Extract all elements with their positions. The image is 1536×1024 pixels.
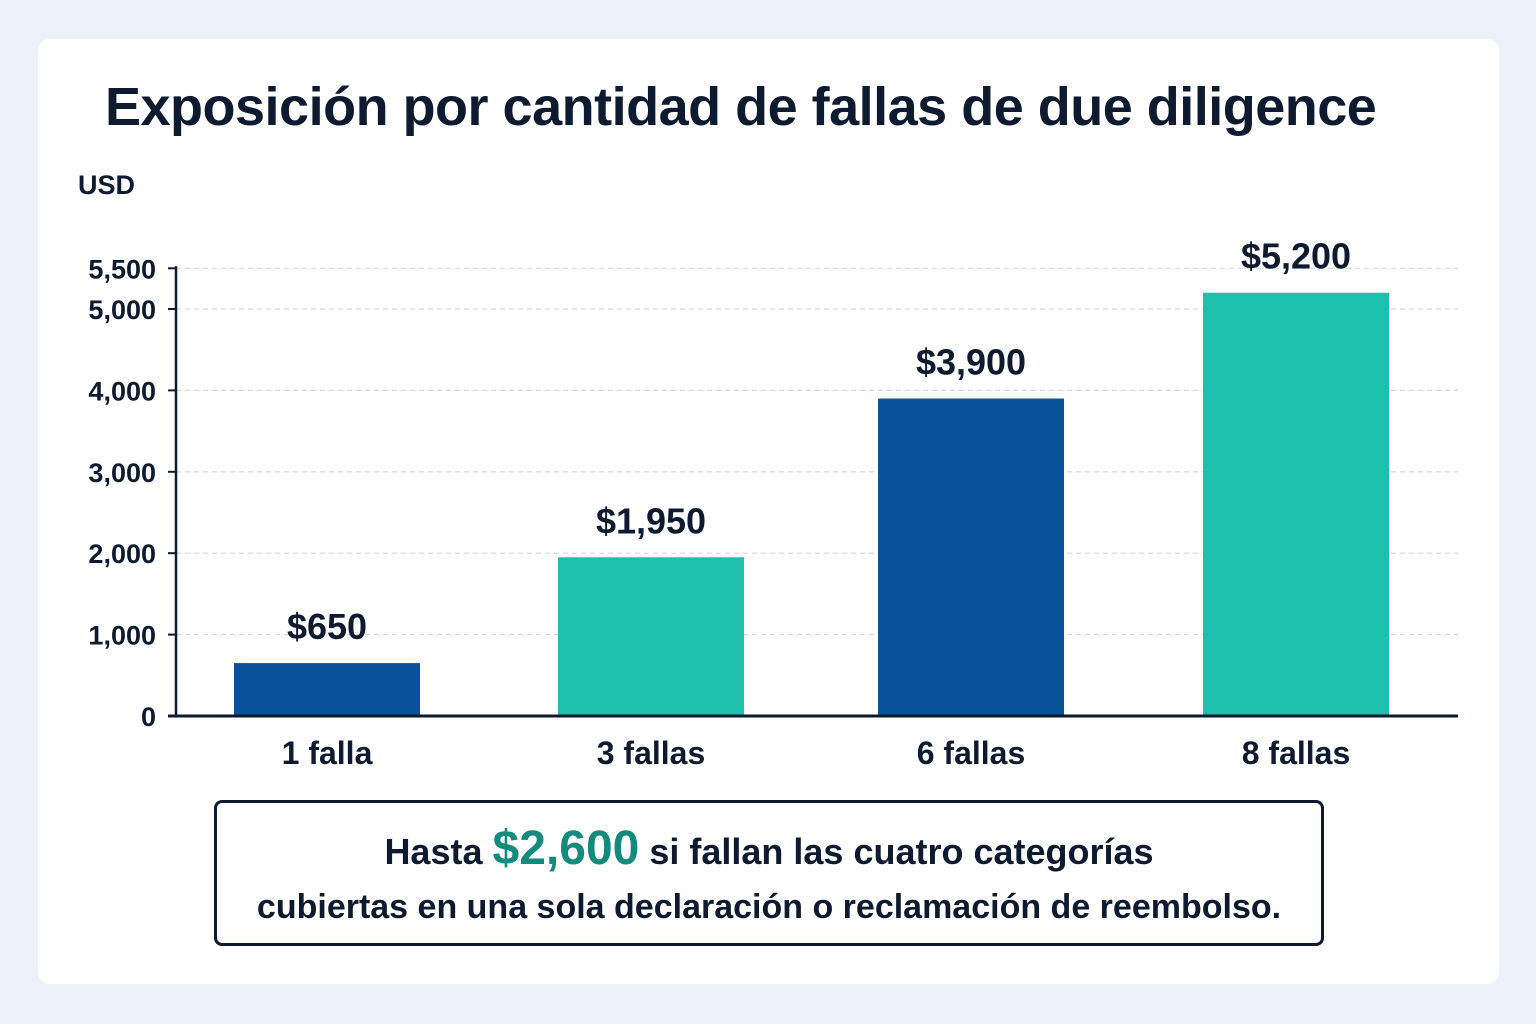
y-tick-label: 1,000 xyxy=(88,621,156,651)
bar-value-label: $1,950 xyxy=(596,500,706,541)
bar xyxy=(878,398,1064,716)
y-tick-label: 5,500 xyxy=(88,254,156,284)
bar-value-label: $3,900 xyxy=(916,342,1026,383)
y-axis-label: USD xyxy=(78,170,135,200)
bar xyxy=(558,557,744,716)
summary-note-line1: Hasta $2,600 si fallan las cuatro catego… xyxy=(217,821,1321,880)
summary-note-amount: $2,600 xyxy=(492,822,640,875)
y-tick-label: 4,000 xyxy=(88,376,156,406)
y-tick-label: 3,000 xyxy=(88,458,156,488)
summary-note-prefix: Hasta xyxy=(384,831,483,872)
bar xyxy=(1203,292,1389,716)
x-tick-label: 1 falla xyxy=(282,735,373,771)
bar xyxy=(234,663,420,716)
bar-value-label: $650 xyxy=(287,606,367,647)
y-tick-label: 5,000 xyxy=(88,295,156,325)
summary-note-line2: cubiertas en una sola declaración o recl… xyxy=(256,888,1282,926)
y-tick-label: 0 xyxy=(141,702,156,732)
chart-title: Exposición por cantidad de fallas de due… xyxy=(105,77,1377,137)
x-tick-label: 8 fallas xyxy=(1242,735,1351,771)
bar-value-label: $5,200 xyxy=(1241,236,1351,277)
summary-note: Hasta $2,600 si fallan las cuatro catego… xyxy=(214,800,1324,946)
y-tick-label: 2,000 xyxy=(88,539,156,569)
summary-note-line1-rest: si fallan las cuatro categorías xyxy=(649,831,1154,872)
x-tick-label: 3 fallas xyxy=(597,735,706,771)
x-tick-label: 6 fallas xyxy=(917,735,1026,771)
